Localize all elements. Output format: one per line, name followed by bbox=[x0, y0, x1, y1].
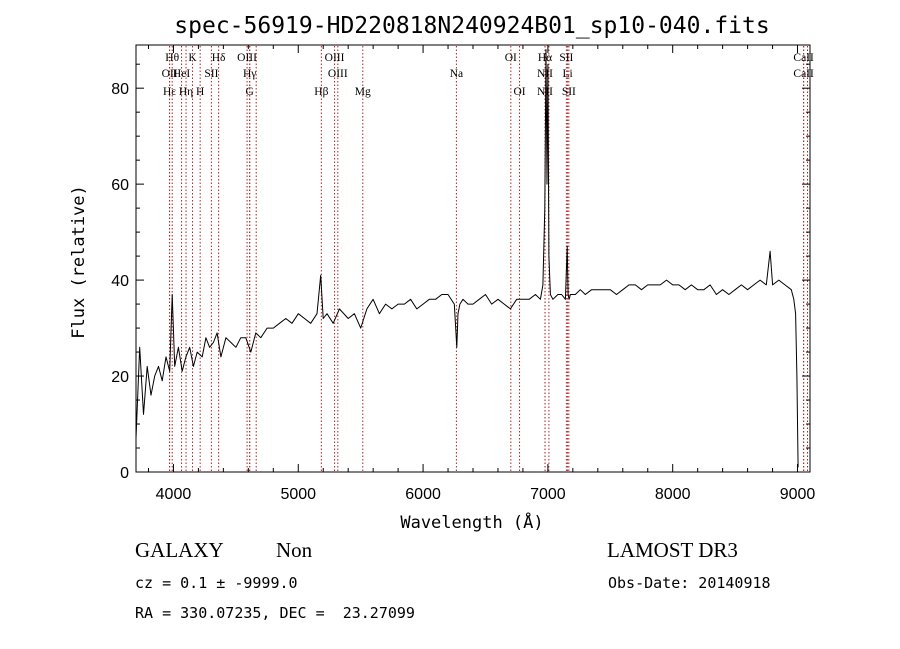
spectral-line-label: SII bbox=[562, 86, 576, 98]
observation-date: Obs-Date: 20140918 bbox=[608, 574, 771, 592]
y-tick-label: 60 bbox=[111, 177, 129, 194]
spectrum-line bbox=[135, 49, 799, 468]
survey-name: LAMOST DR3 bbox=[607, 538, 738, 562]
spectral-line-label: Mg bbox=[355, 86, 371, 98]
spectral-line-label: Hδ bbox=[212, 52, 226, 64]
x-tick-label: 6000 bbox=[405, 486, 441, 503]
spectral-line-label: CaII bbox=[793, 68, 814, 80]
spectral-line-label: OIII bbox=[237, 52, 257, 64]
spectral-line-label: OI bbox=[505, 52, 517, 64]
spectral-line-label: Li bbox=[562, 68, 572, 80]
object-class: GALAXY bbox=[135, 538, 224, 562]
spectral-line-label: Hγ bbox=[243, 68, 256, 80]
chart-title: spec-56919-HD220818N240924B01_sp10-040.f… bbox=[174, 13, 769, 39]
object-subclass: Non bbox=[276, 538, 313, 562]
spectral-line-label: Hβ bbox=[314, 86, 328, 98]
spectral-line-label: NII bbox=[537, 68, 553, 80]
spectral-line-label: OII bbox=[162, 68, 178, 80]
x-tick-label: 8000 bbox=[655, 486, 691, 503]
spectral-line-label: OIII bbox=[325, 52, 345, 64]
spectral-line-label: Na bbox=[450, 68, 463, 80]
spectral-line-label: G bbox=[246, 86, 254, 98]
x-axis-label: Wavelength (Å) bbox=[400, 511, 543, 533]
y-axis: 0 20 40 60 80 bbox=[111, 63, 810, 482]
y-tick-label: 80 bbox=[111, 81, 129, 98]
x-tick-label: 4000 bbox=[156, 486, 192, 503]
spectral-line-markers bbox=[169, 46, 809, 472]
spectral-line-label: SII bbox=[559, 52, 573, 64]
y-axis-label: Flux (relative) bbox=[69, 185, 89, 339]
spectral-line-label: Hε bbox=[163, 86, 176, 98]
x-axis: 4000 5000 6000 7000 8000 9000 bbox=[147, 45, 816, 503]
spectral-line-label: OI bbox=[513, 86, 525, 98]
spectrum-series bbox=[135, 49, 799, 468]
y-tick-label: 0 bbox=[120, 465, 129, 482]
spectral-line-label: Hα bbox=[538, 52, 552, 64]
spectral-line-label: HeI bbox=[173, 68, 190, 80]
y-tick-label: 40 bbox=[111, 273, 129, 290]
y-tick-label: 20 bbox=[111, 369, 129, 386]
redshift-cz: cz = 0.1 ± -9999.0 bbox=[135, 574, 298, 592]
spectral-line-label: NII bbox=[537, 86, 553, 98]
plot-frame bbox=[135, 44, 811, 473]
x-tick-label: 9000 bbox=[780, 486, 816, 503]
spectral-line-label: K bbox=[188, 52, 197, 64]
spectral-line-label: Hη bbox=[179, 86, 193, 98]
spectral-line-label: OIII bbox=[328, 68, 348, 80]
spectral-line-label: H bbox=[196, 86, 204, 98]
spectral-line-label: CaII bbox=[793, 52, 814, 64]
spectral-line-label: SII bbox=[204, 68, 218, 80]
x-tick-label: 7000 bbox=[530, 486, 566, 503]
spectral-line-label: Hθ bbox=[165, 52, 179, 64]
coordinates: RA = 330.07235, DEC = 23.27099 bbox=[135, 604, 415, 622]
x-tick-label: 5000 bbox=[280, 486, 316, 503]
